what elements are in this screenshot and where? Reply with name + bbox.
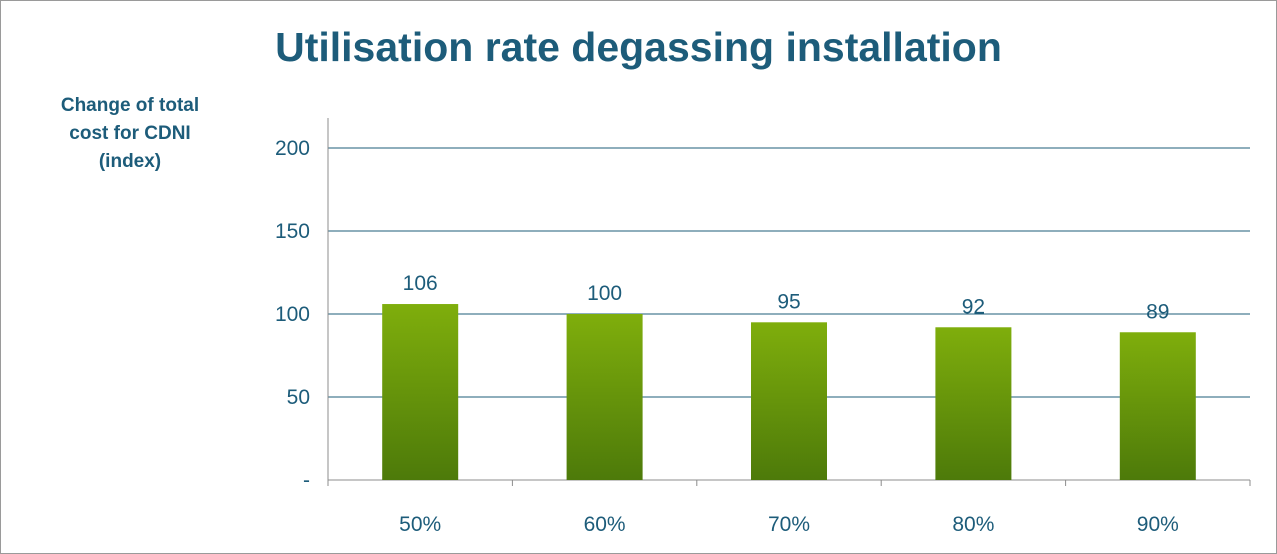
y-tick-labels: - 50 100 150 200 <box>275 137 310 492</box>
x-category-label: 80% <box>952 513 994 536</box>
data-label: 100 <box>587 282 622 305</box>
data-label: 92 <box>962 295 985 318</box>
x-category-label: 90% <box>1137 513 1179 536</box>
y-tick-label: 50 <box>287 386 310 409</box>
data-label: 106 <box>403 272 438 295</box>
y-tick-label: - <box>303 469 310 492</box>
bar-80pct <box>935 327 1012 480</box>
y-tick-label: 200 <box>275 137 310 160</box>
bar-50pct <box>382 304 459 480</box>
y-tick-label: 100 <box>275 303 310 326</box>
bar-60pct <box>566 314 643 480</box>
data-label: 95 <box>777 290 800 313</box>
category-labels: 50% 60% 70% 80% 90% <box>399 513 1179 536</box>
y-tick-label: 150 <box>275 220 310 243</box>
bar-70pct <box>751 322 827 480</box>
x-category-label: 50% <box>399 513 441 536</box>
chart-title: Utilisation rate degassing installation <box>275 24 1002 70</box>
x-category-label: 70% <box>768 513 810 536</box>
x-category-label: 60% <box>584 513 626 536</box>
bars <box>382 304 1196 480</box>
bar-90pct <box>1119 332 1196 480</box>
data-labels: 106 100 95 92 89 <box>403 272 1170 323</box>
y-axis-title: Change of total cost for CDNI (index) <box>60 95 200 172</box>
data-label: 89 <box>1146 300 1169 323</box>
